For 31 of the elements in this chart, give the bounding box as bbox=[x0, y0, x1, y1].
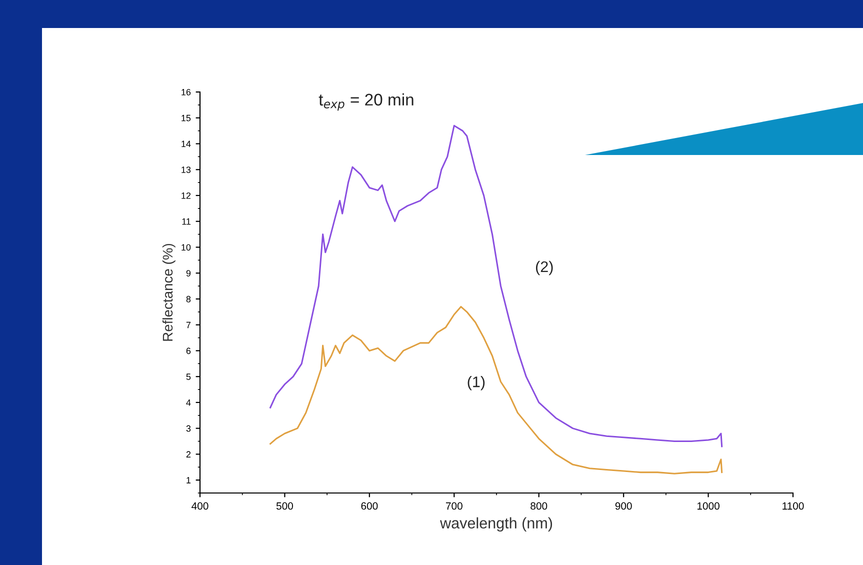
x-tick-label: 900 bbox=[615, 502, 632, 510]
x-tick-label: 700 bbox=[446, 502, 462, 510]
y-tick-label: 15 bbox=[182, 114, 191, 122]
y-tick-label: 6 bbox=[186, 348, 191, 354]
y-tick-label: 2 bbox=[186, 451, 191, 458]
y-tick-label: 11 bbox=[182, 218, 191, 225]
x-tick-label: 400 bbox=[192, 502, 208, 510]
y-tick-label: 14 bbox=[182, 140, 191, 148]
x-tick-label: 800 bbox=[530, 502, 548, 510]
y-tick-label: 1 bbox=[186, 477, 191, 484]
y-tick-label: 3 bbox=[186, 425, 191, 432]
y-tick-label: 10 bbox=[182, 244, 191, 251]
x-axis-title: wavelength (nm) bbox=[440, 517, 552, 532]
y-tick-label: 8 bbox=[186, 296, 191, 302]
annotation: t$_{exp}$ = 20 min bbox=[318, 93, 414, 111]
y-tick-label: 13 bbox=[182, 166, 191, 173]
x-tick-label: 1000 bbox=[697, 502, 720, 510]
y-tick-label: 9 bbox=[186, 270, 191, 276]
y-tick-label: 5 bbox=[186, 374, 191, 380]
y-tick-label: 4 bbox=[186, 400, 191, 406]
text: (2) bbox=[536, 260, 553, 276]
y-tick-label: 12 bbox=[182, 192, 191, 199]
y-tick-label: 16 bbox=[182, 88, 191, 96]
line-series bbox=[270, 124, 723, 448]
y-tick-label: 7 bbox=[186, 322, 191, 328]
line-series bbox=[270, 306, 723, 474]
x-tick-label: 600 bbox=[361, 502, 378, 510]
y-axis-title: Reflectance (%) bbox=[162, 244, 176, 341]
x-tick-label: 1100 bbox=[782, 502, 804, 510]
series-label: (1) bbox=[468, 376, 485, 390]
x-tick-label: 500 bbox=[276, 502, 293, 510]
